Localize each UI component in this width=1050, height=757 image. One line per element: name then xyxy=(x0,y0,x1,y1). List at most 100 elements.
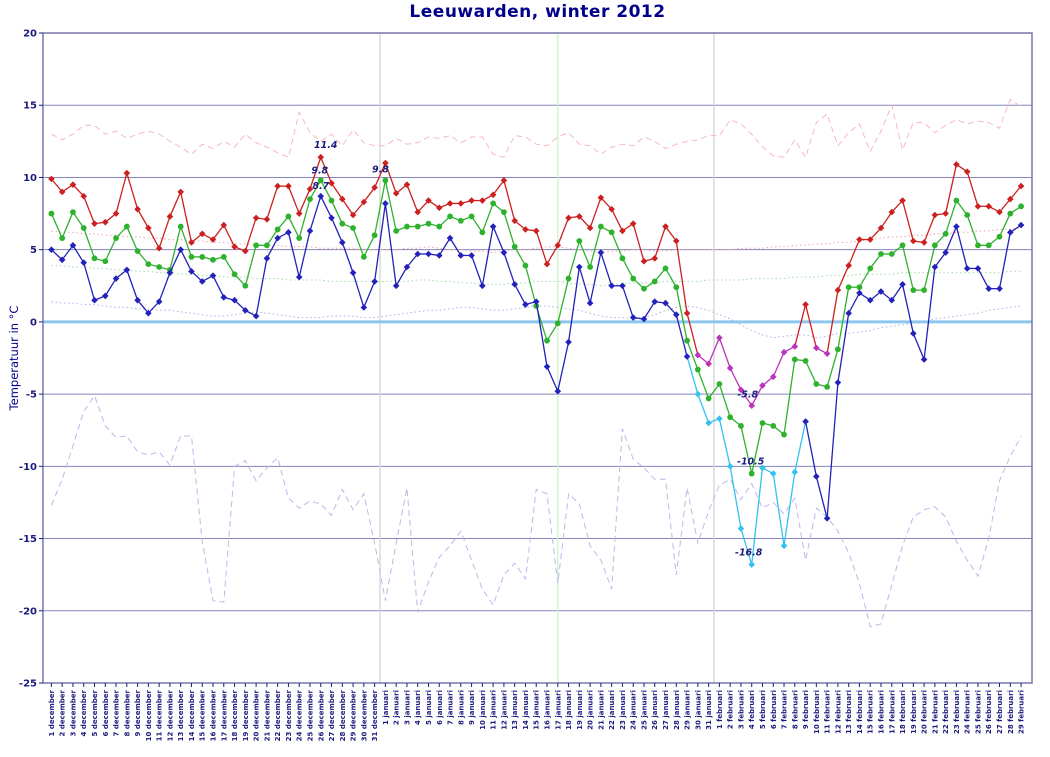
svg-text:29 februari: 29 februari xyxy=(1018,690,1026,734)
svg-text:1 december: 1 december xyxy=(48,689,56,736)
svg-text:9 januari: 9 januari xyxy=(468,690,476,725)
svg-text:5 januari: 5 januari xyxy=(425,690,433,725)
svg-text:18 januari: 18 januari xyxy=(565,690,573,730)
svg-text:14 februari: 14 februari xyxy=(856,690,864,734)
svg-text:0: 0 xyxy=(30,317,37,328)
annotation--10.5: -10.5 xyxy=(737,457,765,468)
svg-text:27 februari: 27 februari xyxy=(996,690,1004,734)
x-axis: 1 december 2 december 3 december 4 december… xyxy=(48,683,1026,741)
svg-text:4 februari: 4 februari xyxy=(748,690,756,729)
svg-text:1 januari: 1 januari xyxy=(382,690,390,725)
svg-text:25 februari: 25 februari xyxy=(974,690,982,734)
svg-text:16 december: 16 december xyxy=(210,689,218,741)
svg-text:31 januari: 31 januari xyxy=(705,690,713,730)
svg-text:10 december: 10 december xyxy=(145,689,153,741)
gridlines xyxy=(43,32,1032,684)
svg-text:11 januari: 11 januari xyxy=(490,690,498,730)
vertical-guides xyxy=(379,33,715,683)
svg-text:21 januari: 21 januari xyxy=(597,690,605,730)
svg-text:26 december: 26 december xyxy=(317,689,325,741)
svg-text:1 februari: 1 februari xyxy=(716,690,724,729)
svg-text:23 december: 23 december xyxy=(285,689,293,741)
svg-text:30 januari: 30 januari xyxy=(694,690,702,730)
svg-text:3 februari: 3 februari xyxy=(737,690,745,729)
svg-text:7 januari: 7 januari xyxy=(447,690,455,725)
svg-text:21 februari: 21 februari xyxy=(931,690,939,734)
svg-text:24 februari: 24 februari xyxy=(964,690,972,734)
svg-text:6 december: 6 december xyxy=(102,689,110,736)
svg-text:25 januari: 25 januari xyxy=(640,690,648,730)
page-title: Leeuwarden, winter 2012 xyxy=(409,2,666,22)
svg-text:3 januari: 3 januari xyxy=(403,690,411,725)
svg-text:28 februari: 28 februari xyxy=(1007,690,1015,734)
series-record-max xyxy=(51,98,1022,159)
svg-text:12 januari: 12 januari xyxy=(500,690,508,730)
svg-text:12 februari: 12 februari xyxy=(834,690,842,734)
svg-text:16 januari: 16 januari xyxy=(544,690,552,730)
svg-text:20 februari: 20 februari xyxy=(921,690,929,734)
series-normal-mean xyxy=(51,265,1022,287)
svg-text:9 december: 9 december xyxy=(134,689,142,736)
svg-text:26 januari: 26 januari xyxy=(651,690,659,730)
svg-text:15: 15 xyxy=(23,101,37,112)
svg-text:-10: -10 xyxy=(19,462,37,473)
annotations: 11.4 9.8 8.7 9.8 -5.8 -10.5 -16.8 xyxy=(311,140,764,558)
svg-text:9 februari: 9 februari xyxy=(802,690,810,729)
svg-text:4 december: 4 december xyxy=(80,689,88,736)
svg-text:7 december: 7 december xyxy=(113,689,121,736)
y-axis: 20 15 10 5 0 -5 -10 -15 -20 -25 xyxy=(19,29,43,690)
svg-text:11 december: 11 december xyxy=(156,689,164,741)
y-axis-label: Temperatuur in °C xyxy=(7,305,21,411)
svg-text:20 januari: 20 januari xyxy=(587,690,595,730)
svg-text:22 januari: 22 januari xyxy=(608,690,616,730)
svg-text:24 december: 24 december xyxy=(296,689,304,741)
svg-text:23 februari: 23 februari xyxy=(953,690,961,734)
svg-text:28 december: 28 december xyxy=(339,689,347,741)
svg-text:15 december: 15 december xyxy=(199,689,207,741)
svg-text:-5: -5 xyxy=(26,390,37,401)
series-min-temperature xyxy=(48,192,1025,568)
annotation--16.8: -16.8 xyxy=(735,548,763,559)
svg-text:5 december: 5 december xyxy=(91,689,99,736)
svg-text:-20: -20 xyxy=(19,606,37,617)
svg-text:22 februari: 22 februari xyxy=(942,690,950,734)
svg-text:5 februari: 5 februari xyxy=(759,690,767,729)
svg-text:18 februari: 18 februari xyxy=(899,690,907,734)
annotation-8.7: 8.7 xyxy=(312,181,329,192)
svg-text:-25: -25 xyxy=(19,679,37,690)
svg-text:6 januari: 6 januari xyxy=(436,690,444,725)
svg-text:29 januari: 29 januari xyxy=(684,690,692,730)
svg-text:22 december: 22 december xyxy=(274,689,282,741)
svg-text:19 januari: 19 januari xyxy=(576,690,584,730)
svg-text:27 januari: 27 januari xyxy=(662,690,670,730)
svg-text:14 januari: 14 januari xyxy=(522,690,530,730)
svg-text:6 februari: 6 februari xyxy=(770,690,778,729)
svg-text:7 februari: 7 februari xyxy=(781,690,789,729)
plot-border xyxy=(42,32,1033,684)
svg-text:21 december: 21 december xyxy=(263,689,271,741)
svg-text:27 december: 27 december xyxy=(328,689,336,741)
svg-text:8 januari: 8 januari xyxy=(457,690,465,725)
svg-text:20: 20 xyxy=(23,29,37,40)
annotation-9.8: 9.8 xyxy=(311,165,328,176)
svg-text:3 december: 3 december xyxy=(69,689,77,736)
svg-text:13 februari: 13 februari xyxy=(845,690,853,734)
svg-text:10 februari: 10 februari xyxy=(813,690,821,734)
svg-text:-15: -15 xyxy=(19,534,37,545)
svg-text:18 december: 18 december xyxy=(231,689,239,741)
svg-text:15 februari: 15 februari xyxy=(867,690,875,734)
svg-text:13 december: 13 december xyxy=(177,689,185,741)
svg-text:5: 5 xyxy=(30,245,37,256)
svg-text:15 januari: 15 januari xyxy=(533,690,541,730)
svg-text:2 februari: 2 februari xyxy=(727,690,735,729)
series-mean-temperature xyxy=(48,177,1024,477)
annotation-9.8: 9.8 xyxy=(372,164,389,175)
series-max-temperature xyxy=(48,153,1025,409)
svg-text:19 december: 19 december xyxy=(242,689,250,741)
svg-text:31 december: 31 december xyxy=(371,689,379,741)
svg-text:2 december: 2 december xyxy=(59,689,67,736)
svg-text:14 december: 14 december xyxy=(188,689,196,741)
svg-text:17 februari: 17 februari xyxy=(888,690,896,734)
